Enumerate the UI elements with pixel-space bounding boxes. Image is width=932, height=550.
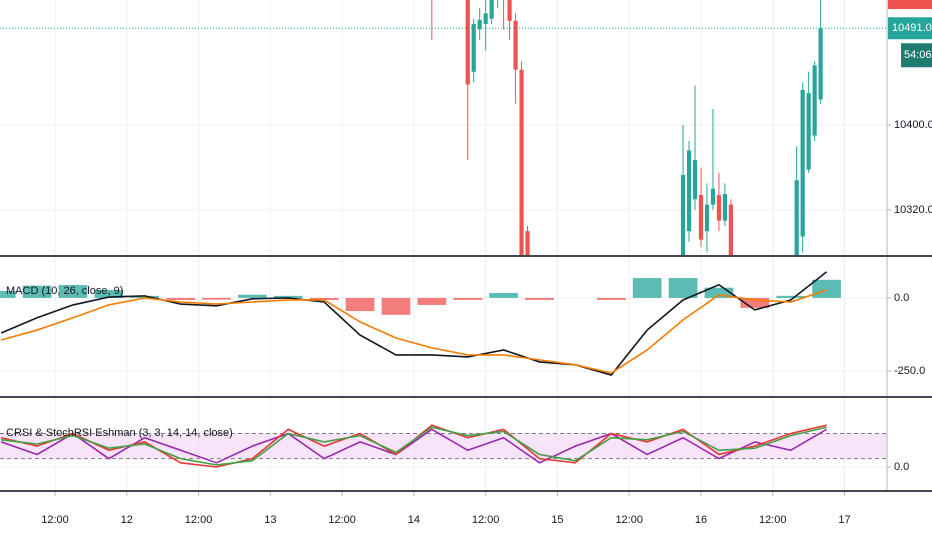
x-tick-label: 12:00 [185, 514, 213, 526]
candle-body [477, 19, 482, 30]
candle-body [525, 231, 530, 255]
y-tick-label: 10400.0 [894, 119, 932, 131]
x-tick-label: 13 [264, 514, 276, 526]
candle-body [680, 174, 686, 255]
candle-body [716, 195, 722, 221]
candle-body [800, 89, 805, 237]
histogram-bar [596, 297, 626, 300]
x-tick-label: 12:00 [328, 514, 356, 526]
x-tick-label: 12 [121, 514, 133, 526]
histogram-bar [273, 295, 303, 298]
indicator-line [0, 428, 827, 464]
histogram-bar [345, 297, 375, 312]
histogram-bar [489, 292, 518, 298]
indicator-line [0, 271, 828, 376]
histogram-bar [309, 297, 339, 300]
last-price-box [888, 17, 932, 40]
x-tick-label: 12:00 [615, 514, 643, 526]
candle-body [519, 69, 524, 255]
histogram-bar [238, 294, 267, 298]
candle-body [698, 195, 704, 240]
candle-body [471, 24, 476, 72]
histogram-bar [417, 297, 447, 305]
histogram-bar [0, 290, 16, 298]
countdown-box [901, 43, 932, 68]
candle-body [483, 13, 488, 25]
indicator-line [1, 426, 827, 466]
candle-body [728, 204, 733, 255]
histogram-bar [812, 279, 841, 298]
price-pane [0, 0, 887, 255]
countdown-label: 54:06 [904, 49, 932, 61]
macd-pane [0, 257, 887, 397]
x-tick-label: 12:00 [41, 514, 69, 526]
last-price-label: 10491.0 [892, 22, 932, 34]
histogram-bar [453, 297, 483, 300]
candle-body [794, 180, 799, 255]
candle-body [686, 150, 692, 232]
candle-body [507, 0, 512, 21]
candle-body [722, 194, 728, 221]
y-tick-label: -250.0 [894, 365, 925, 377]
candle-body [710, 188, 716, 205]
candle-body [692, 160, 698, 200]
y-tick-label: 10320.0 [894, 204, 932, 216]
histogram-bar [776, 295, 806, 298]
candle-body [465, 0, 470, 85]
histogram-bar [166, 297, 195, 300]
histogram-bar [525, 297, 554, 300]
histogram-bar [632, 278, 662, 298]
x-tick-label: 14 [408, 514, 420, 526]
oscillator-title: CRSI & StochRSI Eshman (3, 3, 14, 14, cl… [6, 427, 233, 439]
candle-body [818, 28, 823, 100]
histogram-bar [704, 287, 734, 298]
candle-body [704, 204, 710, 232]
x-tick-label: 12:00 [472, 514, 500, 526]
x-tick-label: 16 [695, 514, 707, 526]
histogram-bar [94, 290, 124, 298]
histogram-bar [58, 285, 88, 298]
axes: 10320.0 10400.0 10491.0 54:06 -250.0 0.0 0.0 12… [0, 0, 932, 526]
oscillator-pane [0, 398, 887, 490]
histogram-bar [740, 297, 770, 308]
candle-body [489, 0, 494, 19]
x-tick-label: 15 [551, 514, 563, 526]
histogram-bar [22, 285, 52, 298]
y-tick-label: 0.0 [894, 292, 909, 304]
indicator-line [0, 289, 827, 374]
candle-body [812, 65, 817, 136]
candle-body [513, 20, 518, 70]
candle-body [806, 93, 811, 170]
macd-title: MACD (10, 26, close, 9) [6, 285, 123, 297]
x-tick-label: 12:00 [759, 514, 787, 526]
histogram-bar [381, 297, 411, 315]
y-tick-label: 0.0 [894, 461, 909, 473]
histogram-bar [668, 278, 698, 298]
price-marker [888, 0, 932, 9]
histogram-bar [202, 297, 231, 300]
histogram-bar [130, 295, 160, 298]
x-tick-label: 17 [838, 514, 850, 526]
